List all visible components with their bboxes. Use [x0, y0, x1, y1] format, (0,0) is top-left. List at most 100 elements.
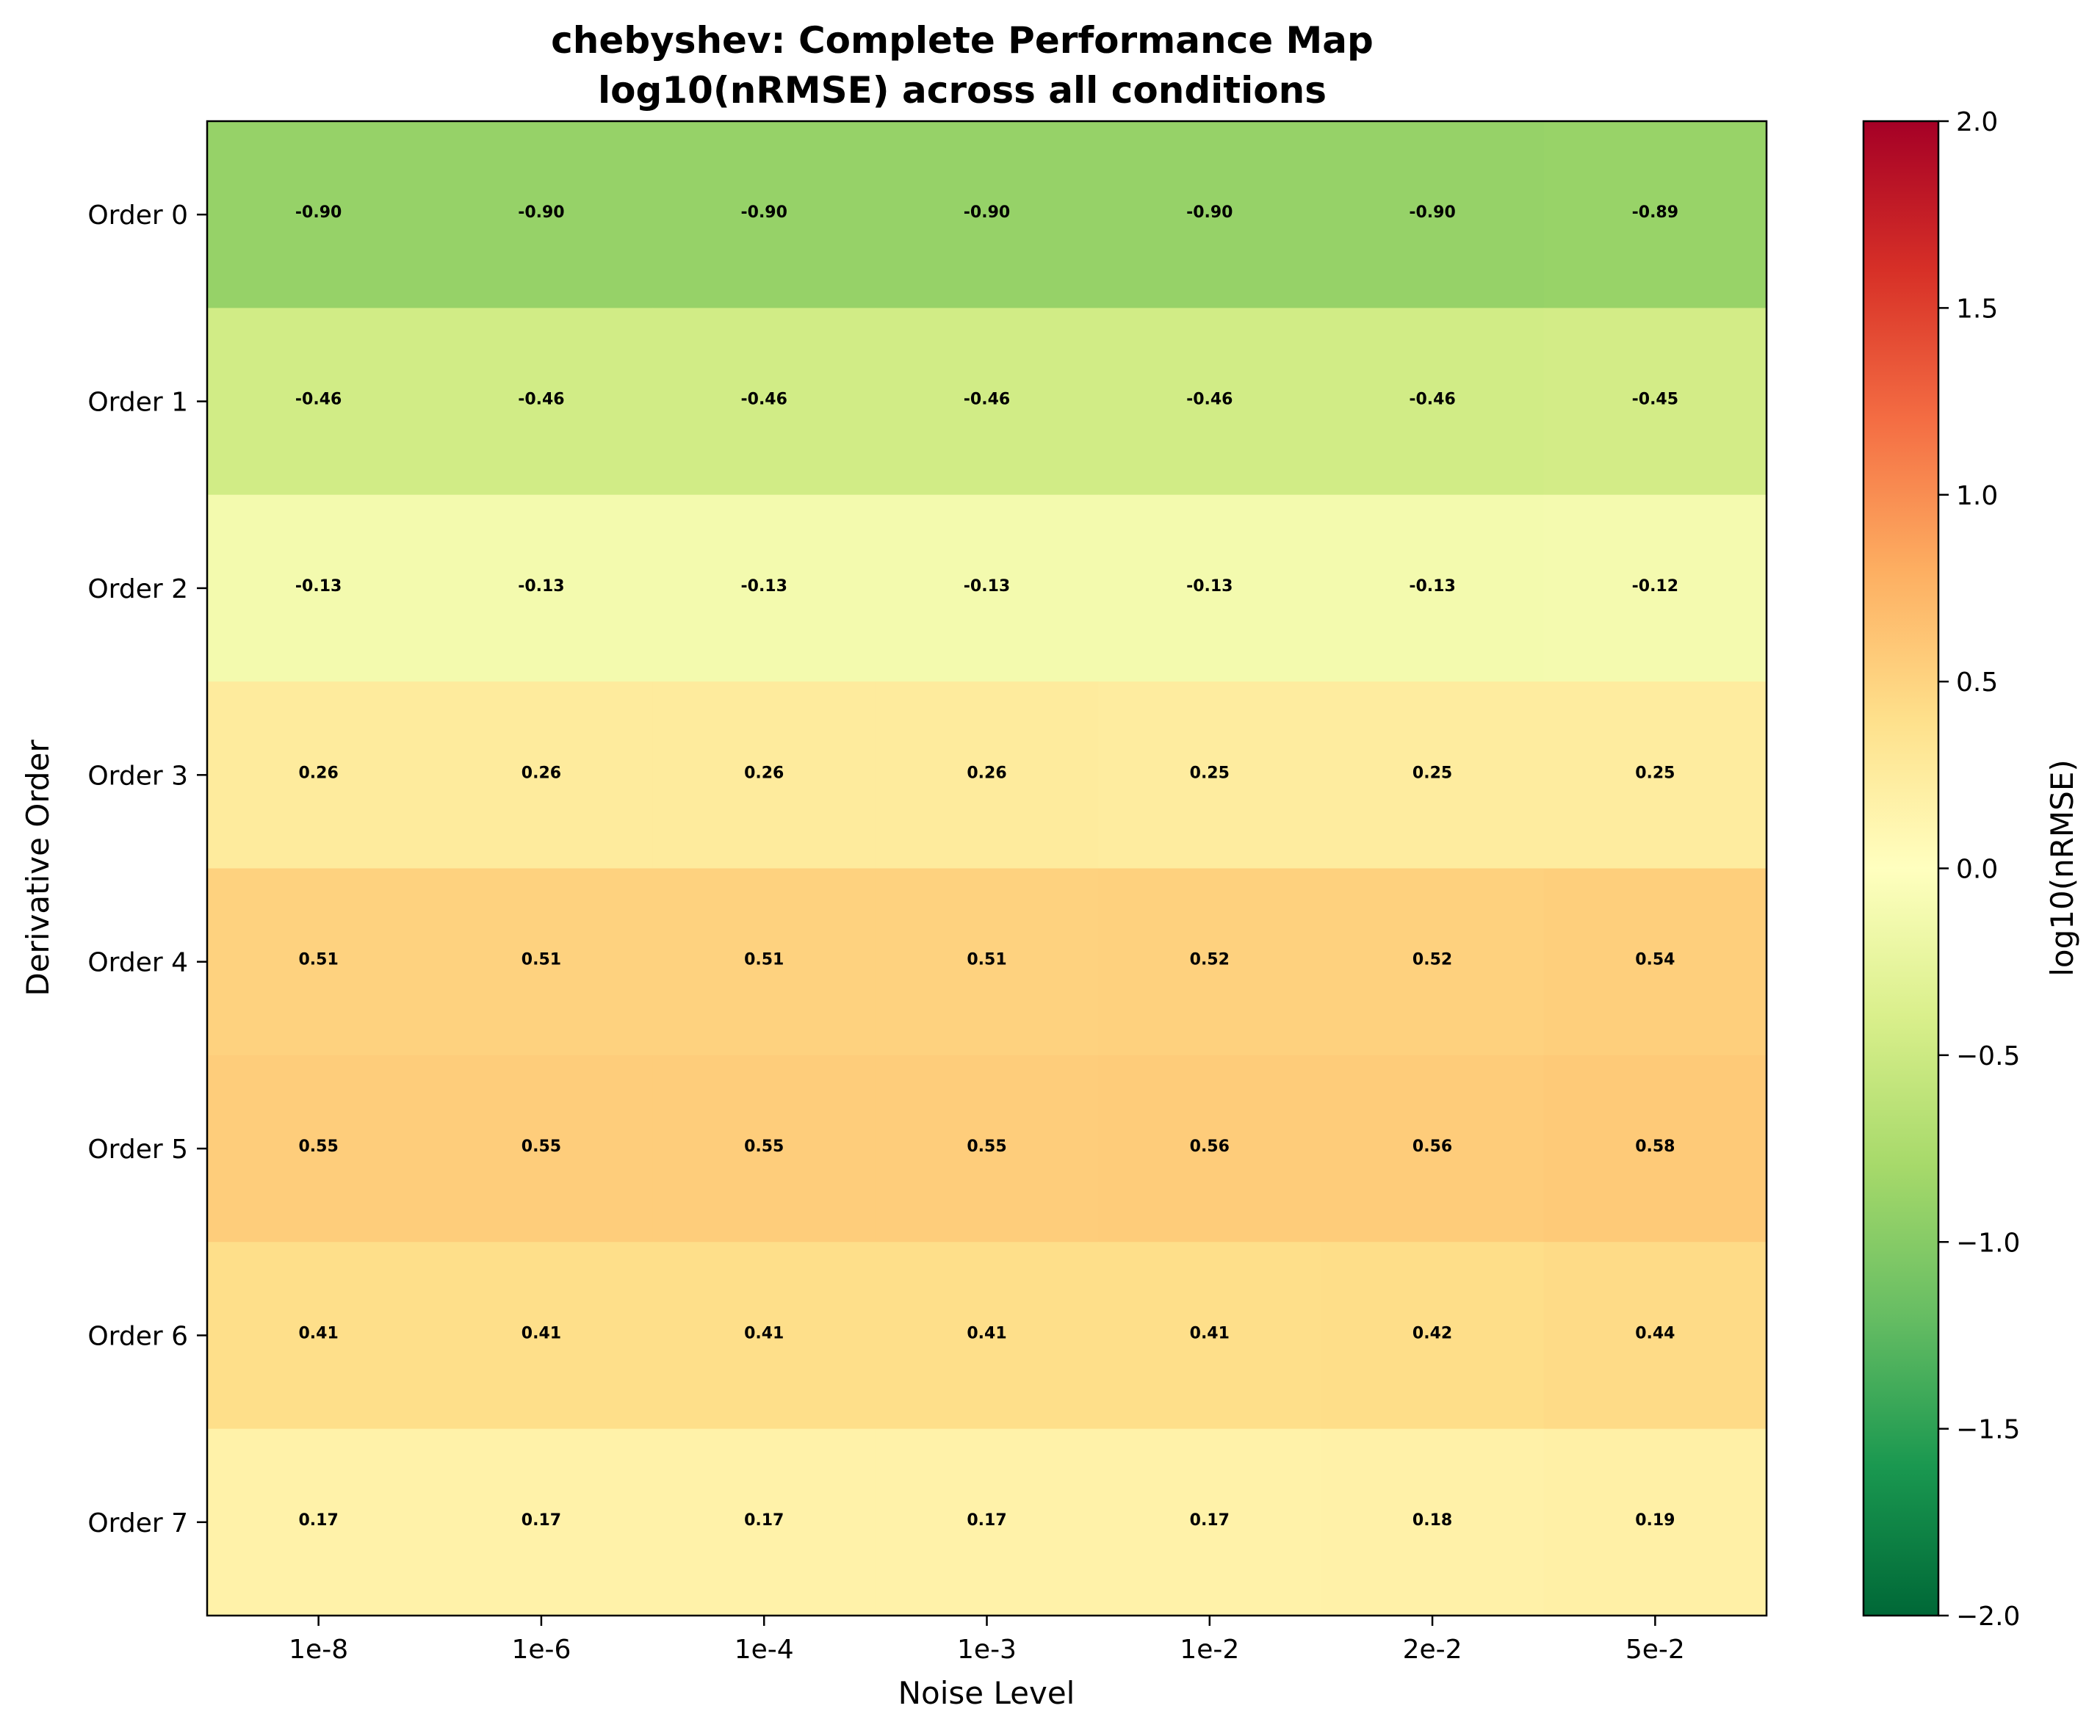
heatmap-cell [652, 1242, 876, 1430]
heatmap-cell [1098, 1428, 1322, 1616]
chart-title: chebyshev: Complete Performance Map [551, 19, 1374, 62]
heatmap-cell [652, 308, 876, 496]
cell-value-label: -0.90 [1186, 203, 1233, 222]
x-tick-label: 5e-2 [1625, 1635, 1685, 1665]
heatmap-cell [430, 1055, 654, 1243]
cell-value-label: -0.46 [295, 391, 342, 409]
cell-value-label: 0.17 [522, 1511, 561, 1530]
heatmap-cell [207, 1242, 430, 1430]
heatmap-cell [1098, 121, 1322, 308]
cell-value-label: 0.26 [744, 764, 784, 782]
colorbar-tick-label: 0.5 [1956, 668, 1998, 698]
heatmap-cell [652, 1055, 876, 1243]
cell-value-label: 0.55 [744, 1138, 784, 1156]
heatmap-cell [430, 868, 654, 1056]
cell-value-label: 0.58 [1635, 1138, 1675, 1156]
cell-value-label: 0.26 [522, 764, 561, 782]
heatmap-cell [875, 494, 1099, 682]
heatmap-cell [875, 308, 1099, 496]
heatmap-cell [652, 868, 876, 1056]
heatmap-cell [430, 308, 654, 496]
heatmap-cell [1543, 308, 1767, 496]
cell-value-label: 0.41 [522, 1324, 561, 1342]
heatmap-cell [652, 121, 876, 308]
y-tick-label: Order 6 [87, 1321, 188, 1351]
cell-value-label: 0.26 [967, 764, 1006, 782]
heatmap-cell [207, 121, 430, 308]
colorbar-ticks: 2.0 1.5 1.0 0.5 0.0 −0.5 −1.0 −1.5 −2.0 [1938, 107, 2020, 1632]
cell-value-label: 0.17 [299, 1511, 339, 1530]
heatmap-cell [430, 494, 654, 682]
cell-value-label: -0.46 [1186, 391, 1233, 409]
heatmap-cell [1098, 1055, 1322, 1243]
y-tick-label: Order 4 [87, 948, 188, 978]
cell-value-label: 0.55 [299, 1138, 339, 1156]
cell-value-label: -0.13 [741, 577, 787, 596]
x-tick-label: 1e-2 [1180, 1635, 1239, 1665]
y-tick-label: Order 1 [87, 388, 188, 418]
cell-value-label: -0.89 [1632, 203, 1678, 222]
cell-value-label: 0.54 [1635, 951, 1675, 969]
cell-value-label: 0.25 [1412, 764, 1452, 782]
cell-value-label: 0.41 [967, 1324, 1006, 1342]
colorbar-tick-label: −2.0 [1956, 1602, 2020, 1632]
y-tick-label: Order 2 [87, 574, 188, 604]
cell-value-label: 0.51 [522, 951, 561, 969]
colorbar-tick-label: 1.5 [1956, 294, 1998, 324]
heatmap-cells [207, 121, 1767, 1616]
cell-value-label: 0.19 [1635, 1511, 1675, 1530]
heatmap-cell [207, 1055, 430, 1243]
x-axis: 1e-8 1e-6 1e-4 1e-3 1e-2 2e-2 5e-2 [289, 1616, 1685, 1665]
cell-value-label: 0.56 [1190, 1138, 1230, 1156]
cell-value-label: -0.13 [1409, 577, 1455, 596]
y-tick-label: Order 7 [87, 1508, 188, 1538]
cell-value-label: -0.13 [1186, 577, 1233, 596]
cell-value-label: 0.17 [1190, 1511, 1230, 1530]
heatmap-cell [1321, 308, 1545, 496]
cell-value-label: -0.13 [964, 577, 1010, 596]
cell-value-label: 0.42 [1412, 1324, 1452, 1342]
cell-value-label: -0.90 [741, 203, 787, 222]
cell-value-label: -0.45 [1632, 391, 1678, 409]
cell-value-label: 0.17 [744, 1511, 784, 1530]
heatmap-cell [1098, 868, 1322, 1056]
cell-value-label: -0.90 [518, 203, 564, 222]
heatmap-cell [1321, 681, 1545, 869]
heatmap-cell [652, 494, 876, 682]
cell-value-label: 0.18 [1412, 1511, 1452, 1530]
heatmap-cell [207, 681, 430, 869]
colorbar-tick-label: −1.5 [1956, 1415, 2020, 1445]
cell-value-label: 0.51 [744, 951, 784, 969]
heatmap-cell [1098, 1242, 1322, 1430]
heatmap-cell [1098, 681, 1322, 869]
heatmap-cell [652, 1428, 876, 1616]
colorbar: 2.0 1.5 1.0 0.5 0.0 −0.5 −1.0 −1.5 −2.0 log10(nR… [1862, 107, 2080, 1632]
heatmap-cell [875, 1428, 1099, 1616]
heatmap-cell [1321, 1428, 1545, 1616]
cell-value-label: -0.90 [1409, 203, 1455, 222]
x-tick-label: 1e-8 [289, 1635, 348, 1665]
cell-value-label: 0.52 [1190, 951, 1230, 969]
heatmap-cell [430, 1428, 654, 1616]
cell-value-label: 0.51 [967, 951, 1006, 969]
heatmap-cell [875, 1055, 1099, 1243]
x-axis-label: Noise Level [898, 1675, 1075, 1711]
colorbar-tick-label: −0.5 [1956, 1041, 2020, 1071]
cell-value-label: 0.41 [744, 1324, 784, 1342]
cell-value-label: -0.46 [964, 391, 1010, 409]
x-tick-label: 2e-2 [1403, 1635, 1462, 1665]
colorbar-tick-label: 2.0 [1956, 107, 1998, 137]
heatmap-cell [207, 1428, 430, 1616]
heatmap-cell [430, 1242, 654, 1430]
y-tick-label: Order 3 [87, 761, 188, 791]
heatmap-cell [875, 121, 1099, 308]
cell-value-label: -0.46 [1409, 391, 1455, 409]
heatmap-cell [430, 681, 654, 869]
heatmap-cell [1543, 121, 1767, 308]
cell-value-label: 0.41 [299, 1324, 339, 1342]
cell-value-label: -0.13 [518, 577, 564, 596]
chart-subtitle: log10(nRMSE) across all conditions [598, 69, 1327, 112]
cell-value-label: 0.41 [1190, 1324, 1230, 1342]
heatmap-cell [875, 1242, 1099, 1430]
